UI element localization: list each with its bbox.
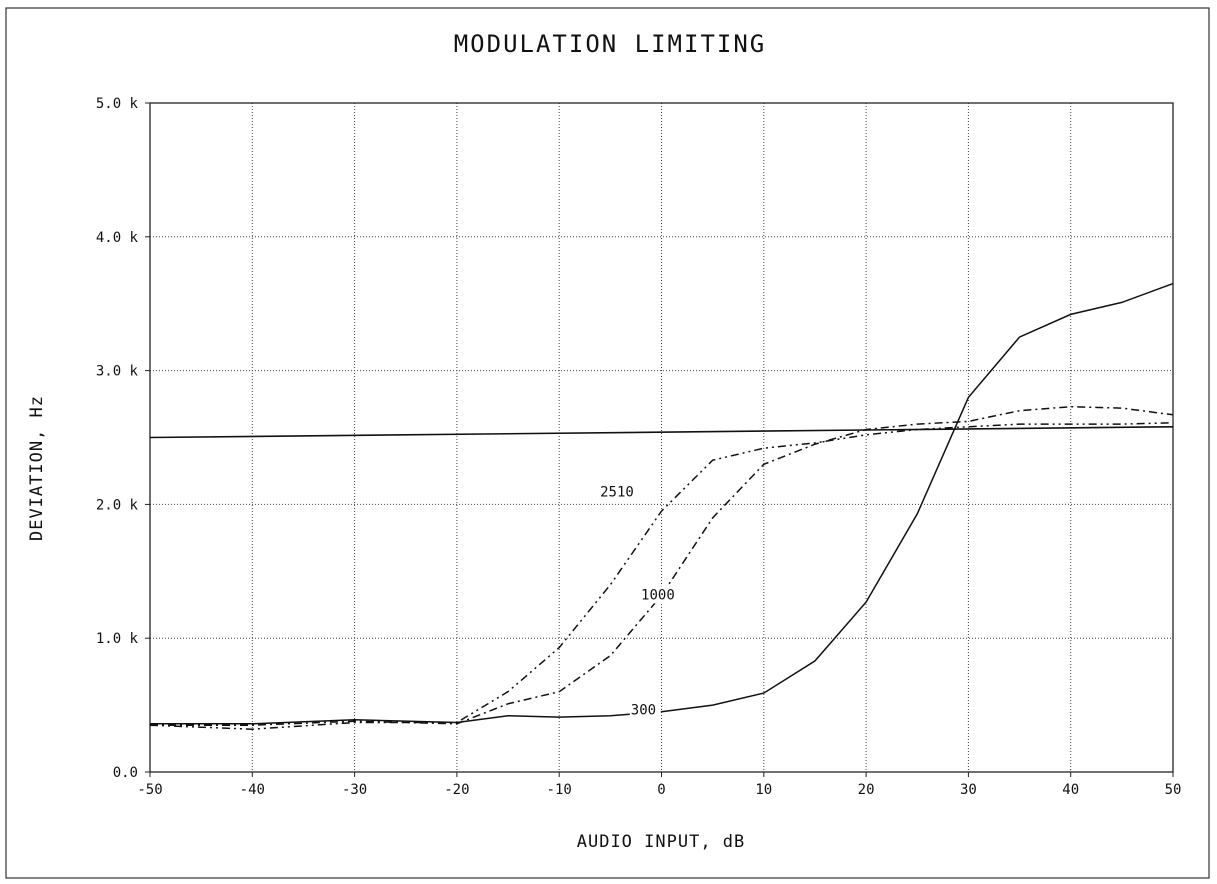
x-tick-label-1: -40 [240, 782, 265, 798]
x-axis-title: AUDIO INPUT, dB [577, 832, 746, 852]
x-tick-label-4: -10 [547, 782, 572, 798]
x-tick-label-2: -30 [342, 782, 367, 798]
series-label-bg-2510 [599, 483, 640, 501]
y-tick-label-1: 1.0 k [96, 631, 139, 647]
x-tick-label-7: 20 [858, 782, 875, 798]
x-tick-label-3: -20 [444, 782, 469, 798]
series-line-2510 [149, 422, 1174, 730]
y-tick-label-4: 4.0 k [96, 230, 139, 246]
x-tick-labels: -50 -40 -30 -20 -10 0 10 20 30 40 50 [137, 772, 1181, 798]
y-tick-label-0: 0.0 [113, 765, 138, 781]
y-tick-label-3: 3.0 k [96, 364, 139, 380]
series-label-300: 300 [631, 702, 656, 718]
x-tick-label-0: -50 [137, 782, 162, 798]
x-tick-label-9: 40 [1062, 782, 1079, 798]
series-label-2510: 2510 [600, 484, 634, 500]
series-label-bg-300 [629, 701, 661, 719]
y-tick-label-2: 2.0 k [96, 497, 139, 513]
series-line-1000 [150, 405, 1174, 726]
plot-frame [149, 102, 1174, 773]
x-tick-label-6: 10 [755, 782, 772, 798]
series-label-bg-1000 [640, 586, 681, 604]
series-label-1000: 1000 [641, 587, 675, 603]
chart-title: MODULATION LIMITING [454, 30, 767, 58]
y-tick-label-5: 5.0 k [96, 96, 139, 112]
y-tick-labels: 0.0 1.0 k 2.0 k 3.0 k 4.0 k 5.0 k [96, 96, 150, 781]
y-axis-title: DEVIATION, Hz [27, 395, 47, 541]
reference-line-group [149, 425, 1174, 439]
x-tick-label-5: 0 [657, 782, 665, 798]
x-tick-label-8: 30 [960, 782, 977, 798]
series-group: 300 1000 2510 [149, 282, 1174, 730]
grid [149, 102, 1174, 773]
reference-line [149, 425, 1174, 439]
outer-border [5, 7, 1210, 879]
x-tick-label-10: 50 [1165, 782, 1182, 798]
